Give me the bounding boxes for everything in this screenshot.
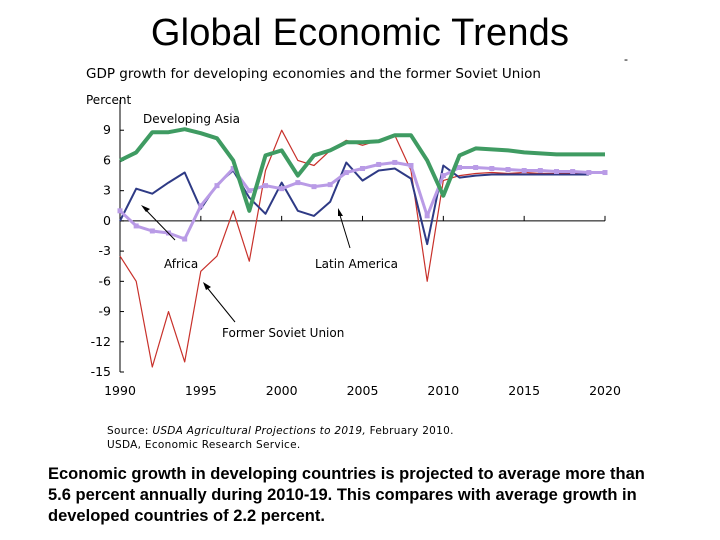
point-africa: [554, 169, 559, 175]
y-tick-label: 6: [103, 152, 111, 167]
point-africa: [263, 183, 268, 189]
series-line-latin-america: [119, 161, 589, 246]
africa-pointer: [143, 207, 176, 241]
series-line-former-soviet-union: [119, 129, 589, 368]
y-tick-label: -15: [91, 364, 111, 379]
source-note: Source: USDA Agricultural Projections to…: [107, 424, 454, 452]
x-tick-label: 2020: [589, 383, 621, 398]
point-africa: [586, 170, 592, 176]
fsu-arrowhead: [203, 282, 211, 290]
point-africa: [570, 169, 576, 175]
point-africa: [246, 188, 252, 194]
point-africa: [473, 164, 479, 170]
point-africa: [295, 180, 301, 186]
point-africa: [408, 162, 414, 168]
point-africa: [440, 173, 446, 179]
point-africa: [214, 183, 220, 189]
y-tick-label: -3: [99, 243, 111, 258]
x-tick-label: 1995: [185, 383, 217, 398]
point-africa: [505, 167, 511, 173]
annotation-developing-asia: Developing Asia: [143, 112, 240, 126]
point-africa: [489, 166, 495, 172]
x-tick-label: 2000: [266, 383, 298, 398]
point-africa: [327, 182, 333, 188]
point-africa: [133, 223, 139, 229]
point-africa: [182, 236, 188, 242]
y-axis-label: Percent: [86, 93, 131, 107]
annotation-former-soviet-union: Former Soviet Union: [222, 326, 344, 340]
x-tick-label: 2015: [508, 383, 540, 398]
series-line-developing-asia: [119, 127, 605, 213]
point-africa: [343, 170, 349, 176]
point-africa: [392, 159, 398, 165]
point-africa: [230, 166, 236, 172]
point-africa: [311, 184, 317, 190]
x-tick-label: 2010: [427, 383, 459, 398]
y-tick-label: 0: [103, 213, 111, 228]
corner-mark: -: [624, 52, 628, 66]
point-africa: [360, 166, 365, 172]
y-tick-label: -6: [99, 273, 112, 288]
annotation-africa: Africa: [164, 257, 198, 271]
caption: Economic growth in developing countries …: [48, 465, 645, 525]
point-africa: [602, 170, 608, 176]
point-africa: [521, 168, 527, 174]
y-tick-label: 9: [103, 122, 111, 137]
point-africa: [117, 208, 123, 214]
point-africa: [457, 164, 462, 170]
axes: 9 6 3 0 -3 -6 -9 -12 -15 1990 1995 2000 2005 2010 2015…: [91, 100, 621, 398]
source-line-1: Source: USDA Agricultural Projections to…: [107, 424, 454, 438]
point-africa: [424, 213, 430, 219]
point-africa: [537, 168, 543, 174]
source-publication: USDA Agricultural Projections to 2019,: [152, 425, 366, 437]
point-africa: [149, 228, 155, 234]
y-tick-label: -12: [91, 334, 111, 349]
latin-america-pointer: [338, 211, 351, 249]
point-africa: [198, 203, 204, 209]
source-prefix: Source:: [107, 425, 153, 437]
slide-title: Global Economic Trends: [150, 12, 570, 54]
y-tick-label: 3: [103, 183, 111, 198]
point-africa: [376, 161, 382, 167]
point-africa: [279, 186, 285, 192]
chart-title: GDP growth for developing economies and …: [86, 66, 541, 82]
y-tick-label: -9: [99, 304, 112, 319]
annotation-latin-america: Latin America: [315, 257, 398, 271]
fsu-pointer: [204, 284, 236, 323]
annotation-layer: Developing Asia Africa Latin America For…: [141, 112, 398, 340]
gdp-growth-chart: GDP growth for developing economies and …: [86, 66, 621, 398]
latin-america-arrowhead: [338, 208, 343, 216]
series-layer: [117, 127, 608, 368]
x-tick-label: 2005: [347, 383, 379, 398]
x-tick-label: 1990: [104, 383, 136, 398]
africa-arrowhead: [141, 205, 150, 212]
source-date: February 2010.: [366, 425, 454, 437]
source-line-2: USDA, Economic Research Service.: [107, 439, 301, 451]
